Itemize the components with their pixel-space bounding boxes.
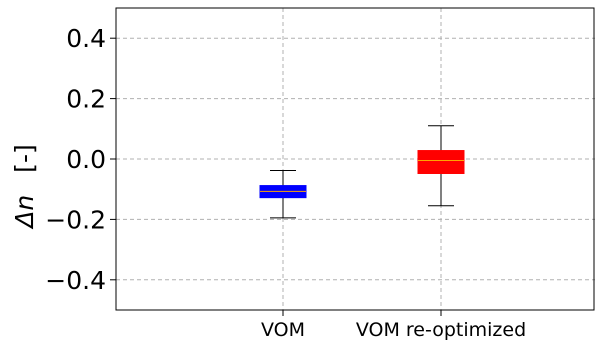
- y-tick-label: −0.2: [45, 205, 106, 234]
- y-axis-label-unit: [-]: [10, 144, 39, 173]
- y-tick-label: 0.2: [66, 85, 106, 114]
- y-axis-label-variable: Δn: [10, 195, 39, 230]
- y-axis-ticks: 0.4 0.2 0.0 −0.2 −0.4: [45, 24, 116, 295]
- grid: [116, 8, 595, 310]
- x-tick-label: VOM re-optimized: [356, 319, 526, 341]
- y-tick-label: 0.0: [66, 145, 106, 174]
- x-axis-ticks: VOM VOM re-optimized: [261, 310, 526, 341]
- y-tick-label: 0.4: [66, 24, 106, 53]
- box-iqr: [417, 150, 465, 174]
- y-axis-label: Δn [-]: [10, 144, 39, 229]
- box-1: [259, 169, 307, 219]
- boxes: [259, 125, 465, 219]
- y-tick-label: −0.4: [45, 266, 106, 295]
- x-tick-label: VOM: [261, 319, 305, 341]
- box-2: [417, 125, 465, 207]
